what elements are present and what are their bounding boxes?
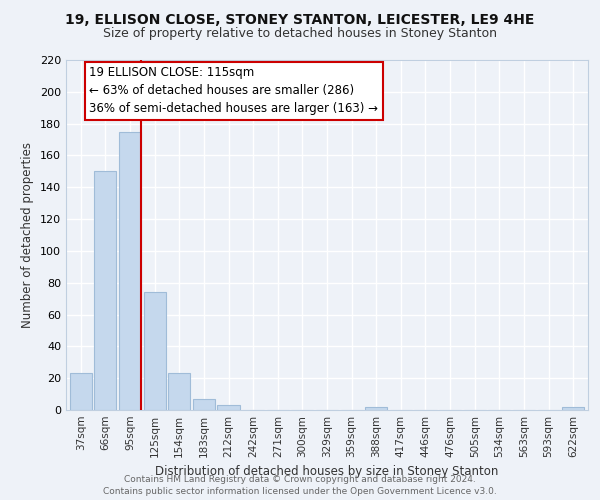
Bar — [94, 172, 116, 410]
Bar — [143, 292, 166, 410]
Bar — [70, 374, 92, 410]
Bar — [562, 407, 584, 410]
Bar — [217, 405, 239, 410]
X-axis label: Distribution of detached houses by size in Stoney Stanton: Distribution of detached houses by size … — [155, 466, 499, 478]
Text: Contains HM Land Registry data © Crown copyright and database right 2024.
Contai: Contains HM Land Registry data © Crown c… — [103, 474, 497, 496]
Text: 19 ELLISON CLOSE: 115sqm
← 63% of detached houses are smaller (286)
36% of semi-: 19 ELLISON CLOSE: 115sqm ← 63% of detach… — [89, 66, 379, 116]
Bar — [193, 399, 215, 410]
Y-axis label: Number of detached properties: Number of detached properties — [22, 142, 34, 328]
Bar — [119, 132, 141, 410]
Bar — [168, 374, 190, 410]
Text: Size of property relative to detached houses in Stoney Stanton: Size of property relative to detached ho… — [103, 28, 497, 40]
Text: 19, ELLISON CLOSE, STONEY STANTON, LEICESTER, LE9 4HE: 19, ELLISON CLOSE, STONEY STANTON, LEICE… — [65, 12, 535, 26]
Bar — [365, 407, 388, 410]
